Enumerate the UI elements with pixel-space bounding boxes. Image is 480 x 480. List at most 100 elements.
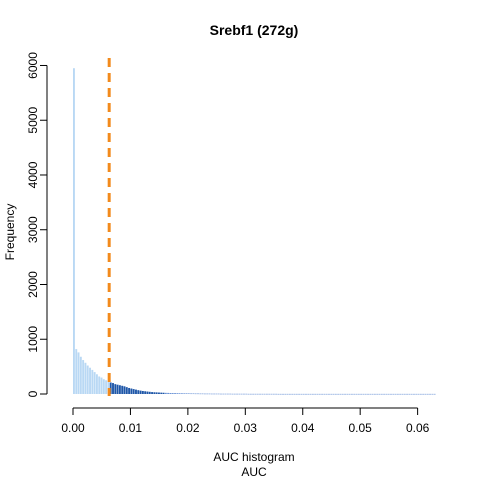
histogram-bar bbox=[231, 393, 234, 395]
histogram-bar bbox=[247, 393, 250, 395]
histogram-bar bbox=[360, 393, 363, 395]
histogram-bar bbox=[89, 367, 91, 394]
histogram-bar bbox=[410, 393, 413, 395]
histogram-bar bbox=[201, 393, 204, 395]
histogram-bar bbox=[413, 393, 415, 395]
x-tick-label: 0.06 bbox=[406, 421, 430, 435]
histogram-bar bbox=[167, 392, 170, 394]
histogram-bar bbox=[197, 393, 199, 395]
histogram-bar bbox=[332, 393, 335, 395]
histogram-bar bbox=[337, 393, 340, 395]
histogram-bar bbox=[419, 393, 422, 395]
histogram-bar bbox=[330, 393, 333, 395]
histogram-bar bbox=[286, 393, 289, 395]
histogram-bar bbox=[325, 393, 328, 395]
histogram-bar bbox=[180, 393, 183, 394]
x-tick-label: 0.05 bbox=[349, 421, 373, 435]
histogram-bar bbox=[132, 389, 135, 394]
histogram-bar bbox=[112, 383, 114, 394]
histogram-bar bbox=[348, 393, 351, 395]
histogram-bar bbox=[77, 352, 80, 394]
histogram-bar bbox=[144, 391, 147, 394]
histogram-bar bbox=[275, 393, 278, 395]
histogram-bar bbox=[424, 393, 427, 395]
histogram-bar bbox=[84, 362, 87, 394]
y-tick-label: 1000 bbox=[26, 326, 40, 353]
histogram-bar bbox=[240, 393, 243, 395]
histogram-bar bbox=[334, 393, 337, 395]
histogram-bar bbox=[394, 393, 397, 395]
histogram-bar bbox=[321, 393, 324, 395]
x-tick-label: 0.04 bbox=[291, 421, 315, 435]
histogram-bar bbox=[426, 393, 429, 395]
histogram-bar bbox=[208, 393, 211, 395]
histogram-bar bbox=[178, 393, 181, 394]
histogram-bar bbox=[355, 393, 358, 395]
histogram-bar bbox=[415, 393, 418, 395]
y-tick-label: 6000 bbox=[26, 52, 40, 79]
histogram-bar bbox=[307, 393, 310, 395]
histogram-bar bbox=[364, 393, 367, 395]
histogram-bar bbox=[373, 393, 376, 395]
histogram-bar bbox=[293, 393, 296, 395]
histogram-bar bbox=[105, 380, 108, 394]
histogram-bar bbox=[100, 377, 103, 394]
histogram-bar bbox=[284, 393, 287, 395]
histogram-bar bbox=[135, 389, 137, 394]
histogram-bar bbox=[146, 391, 149, 394]
histogram-bar bbox=[408, 393, 411, 395]
histogram-bar bbox=[387, 393, 390, 395]
histogram-bar bbox=[380, 393, 383, 395]
histogram-bar bbox=[254, 393, 257, 395]
y-tick-label: 4000 bbox=[26, 161, 40, 188]
histogram-bar bbox=[174, 393, 176, 394]
histogram-bar bbox=[176, 393, 179, 394]
histogram-bar bbox=[206, 393, 209, 395]
histogram-bar bbox=[229, 393, 232, 395]
histogram-bar bbox=[417, 393, 420, 395]
histogram-bar bbox=[357, 393, 360, 395]
histogram-bar bbox=[385, 393, 388, 395]
histogram-bar bbox=[272, 393, 275, 395]
histogram-bar bbox=[130, 388, 133, 394]
histogram-bar bbox=[226, 393, 229, 395]
histogram-bar bbox=[155, 392, 158, 394]
y-tick-label: 2000 bbox=[26, 271, 40, 298]
chart-title: Srebf1 (272g) bbox=[210, 22, 299, 38]
histogram-bar bbox=[160, 392, 163, 394]
histogram-bar bbox=[148, 391, 151, 394]
histogram-bar bbox=[128, 387, 131, 394]
histogram-bar bbox=[141, 390, 144, 394]
histogram-bar bbox=[245, 393, 248, 395]
histogram-bar bbox=[190, 393, 193, 395]
histogram-bar bbox=[98, 376, 101, 394]
y-tick-label: 0 bbox=[26, 390, 40, 397]
histogram-bar bbox=[383, 393, 386, 395]
histogram-bar bbox=[114, 384, 117, 394]
x-axis: 0.00 0.01 0.02 0.03 0.04 0.05 0.06 bbox=[61, 407, 430, 435]
histogram-bar bbox=[346, 393, 349, 395]
histogram-bar bbox=[252, 393, 255, 395]
histogram-bar bbox=[153, 392, 156, 394]
histogram-bar bbox=[95, 374, 98, 394]
histogram-bar bbox=[323, 393, 326, 395]
histogram-bar bbox=[403, 393, 406, 395]
histogram-bar bbox=[236, 393, 239, 395]
histogram-bar bbox=[295, 393, 298, 395]
histogram-bar bbox=[431, 393, 434, 395]
histogram-bar bbox=[243, 393, 245, 395]
histogram-bar bbox=[137, 390, 140, 394]
histogram-bar bbox=[279, 393, 282, 395]
histogram-bar bbox=[344, 393, 346, 395]
histogram-bar bbox=[183, 393, 186, 394]
histogram-bar bbox=[316, 393, 319, 395]
histogram-bar bbox=[256, 393, 259, 395]
histogram-bar bbox=[282, 393, 284, 395]
x-axis-sublabel: AUC bbox=[241, 465, 267, 479]
histogram-bar bbox=[305, 393, 307, 395]
histogram-bar bbox=[125, 387, 128, 394]
histogram-bar bbox=[367, 393, 369, 395]
histogram-bar bbox=[291, 393, 294, 395]
histogram-bar bbox=[265, 393, 268, 395]
